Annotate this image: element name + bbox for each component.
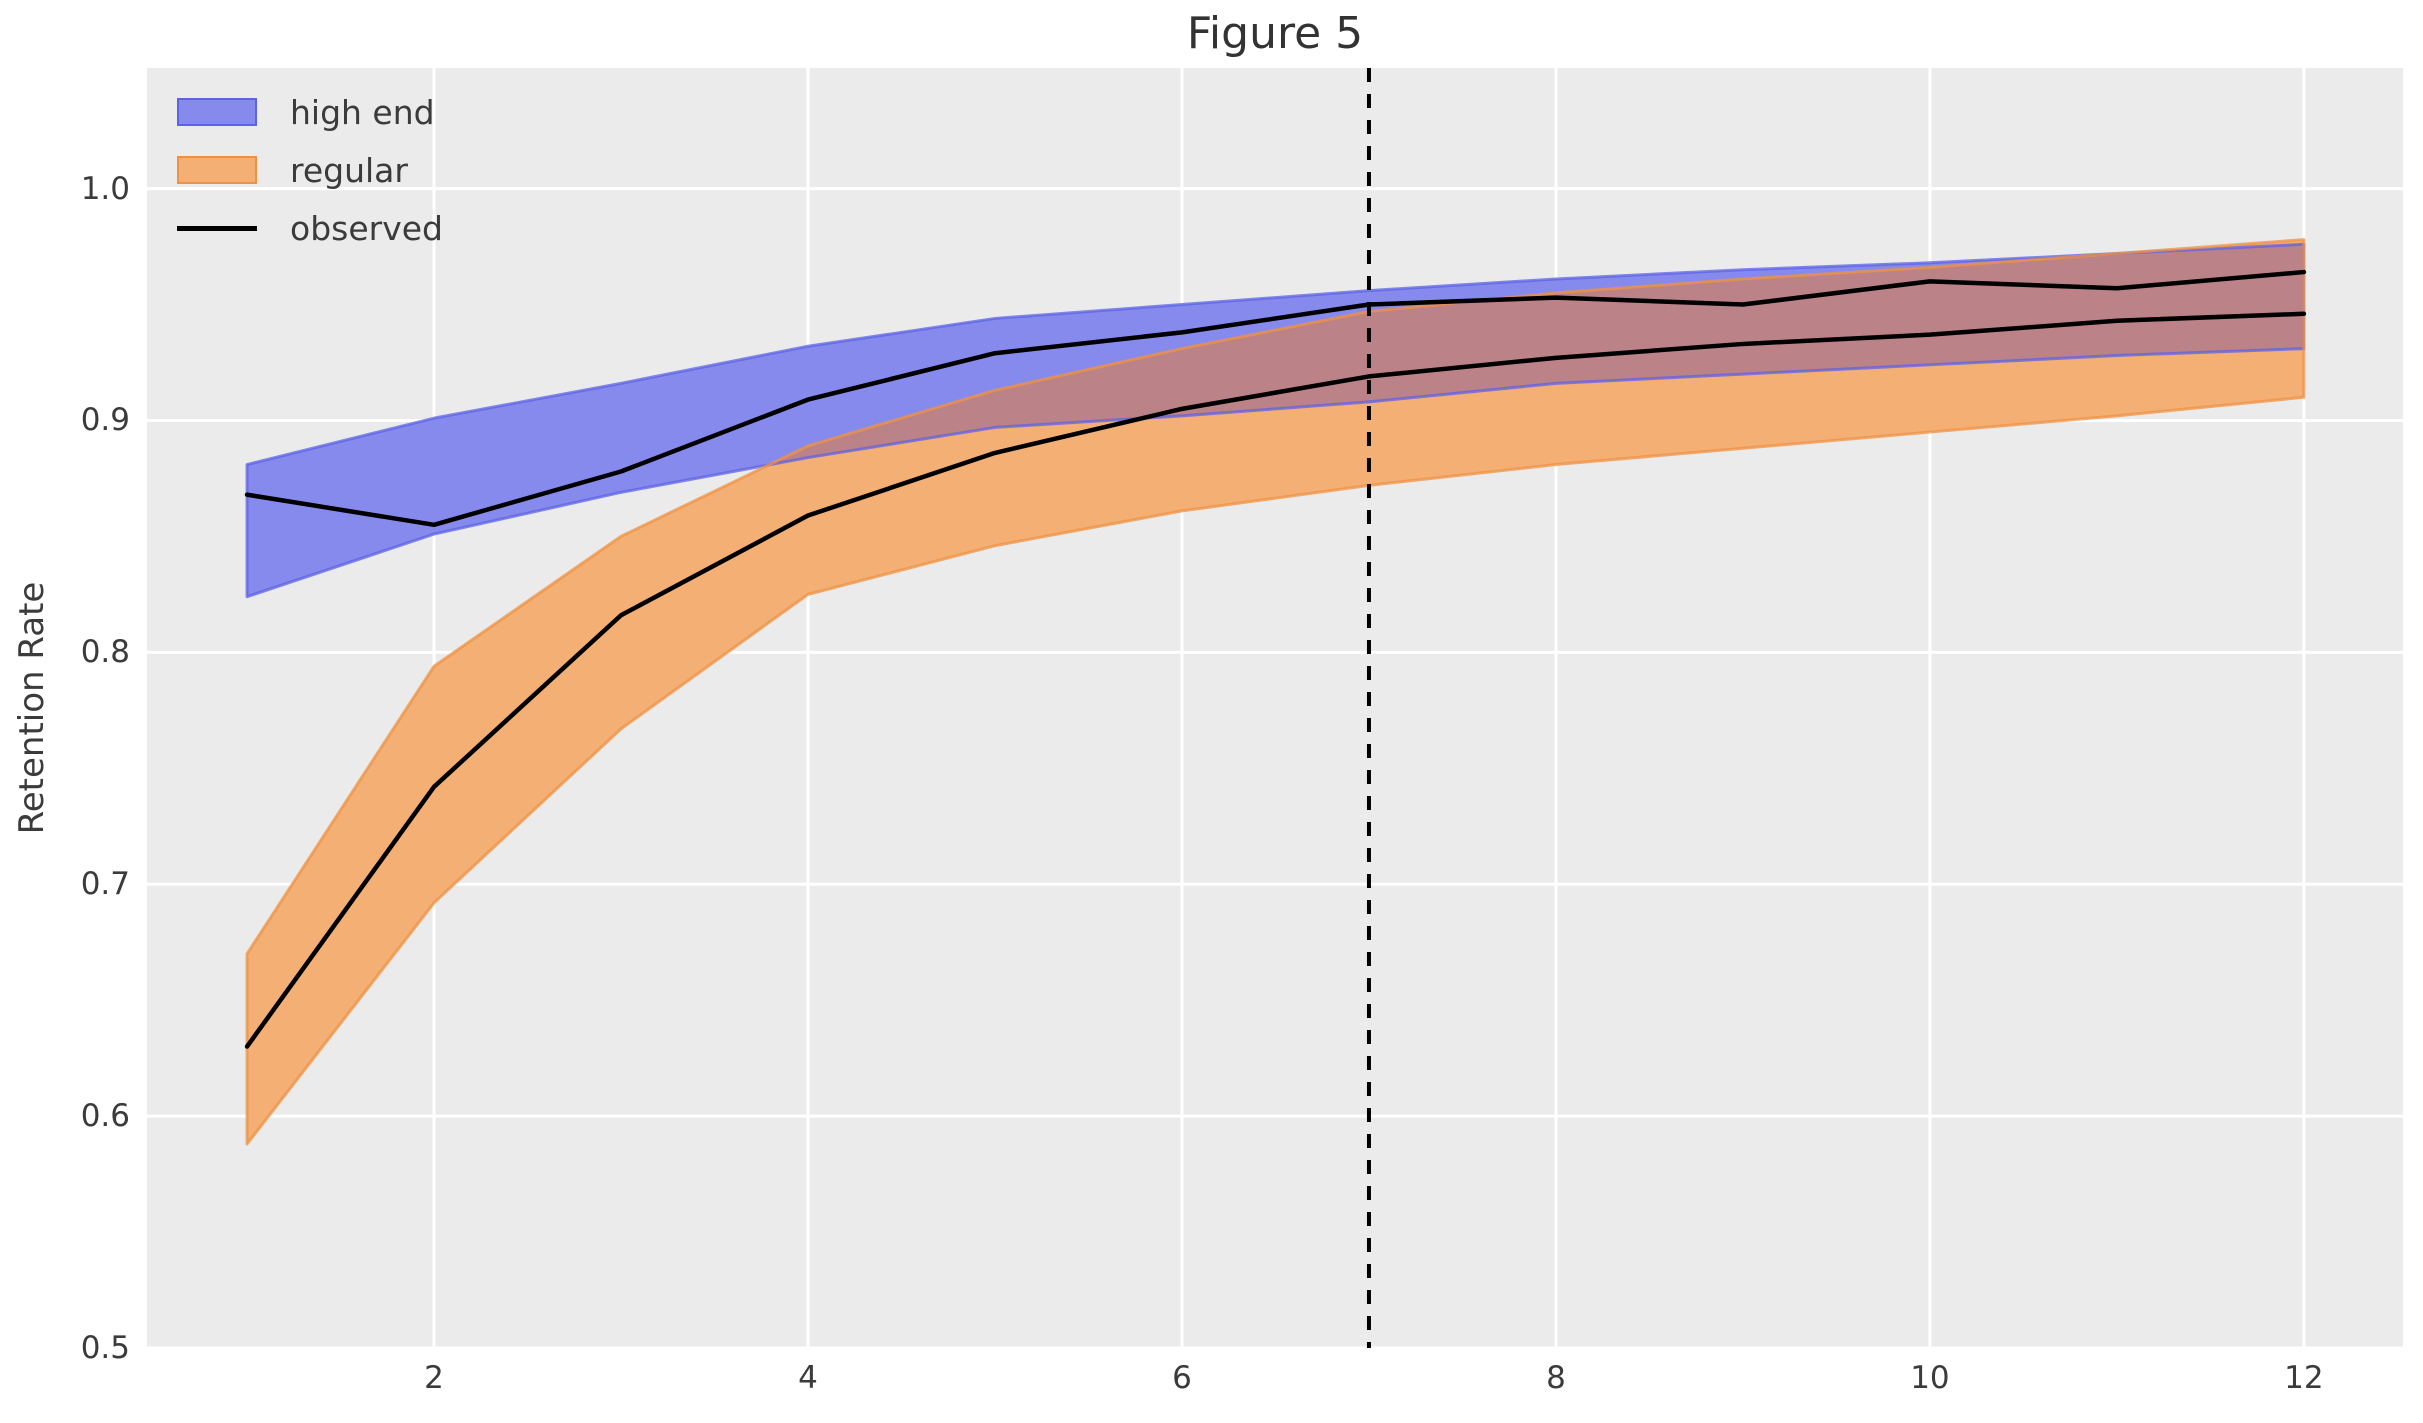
- y-tick-label: 0.9: [80, 402, 130, 439]
- legend-label-high-end: high end: [290, 92, 435, 132]
- legend-label-regular: regular: [290, 150, 408, 190]
- observed-line-regular: [244, 311, 2307, 1049]
- x-tick-label: 10: [1910, 1360, 1950, 1396]
- legend-swatch-high-end: [177, 98, 257, 126]
- x-tick-label: 12: [2284, 1360, 2324, 1396]
- band-overlap-region: [769, 244, 2304, 465]
- x-tick-label: 6: [1172, 1360, 1192, 1396]
- y-tick-label: 0.7: [80, 866, 130, 903]
- legend-item-high-end: high end: [177, 92, 443, 132]
- x-tick-label: 4: [798, 1360, 818, 1396]
- legend: high end regular observed: [177, 92, 443, 248]
- observed-line-high-end: [244, 269, 2307, 528]
- y-tick-label: 0.5: [80, 1330, 130, 1366]
- y-tick-label: 0.6: [80, 1098, 130, 1135]
- x-tick-label: 8: [1546, 1360, 1566, 1396]
- x-tick-label: 2: [424, 1360, 444, 1396]
- legend-item-observed: observed: [177, 208, 443, 248]
- chart-title: Figure 5: [1186, 8, 1364, 59]
- band-edge-regular: [245, 238, 2306, 1146]
- legend-swatch-regular: [177, 156, 257, 184]
- legend-label-observed: observed: [290, 208, 443, 248]
- legend-swatch-observed: [177, 225, 257, 231]
- y-tick-label: 1.0: [80, 170, 130, 207]
- y-tick-label: 0.8: [80, 634, 130, 671]
- legend-item-regular: regular: [177, 150, 443, 190]
